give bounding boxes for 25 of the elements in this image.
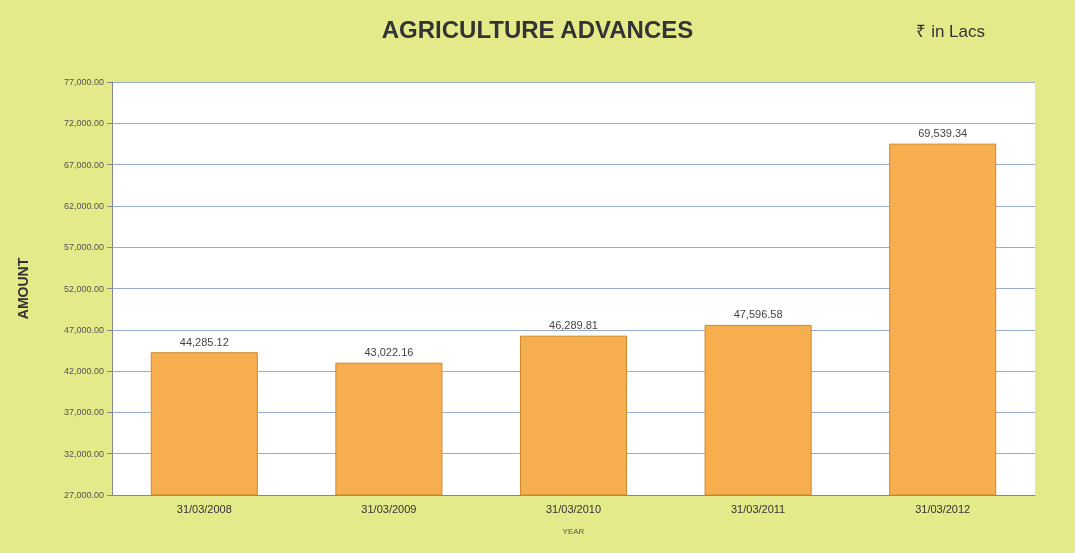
x-tick-label: 31/03/2008 — [176, 502, 232, 515]
y-tick-label: 32,000.00 — [63, 448, 104, 459]
x-axis-title: YEAR — [562, 526, 585, 536]
x-tick-label: 31/03/2012 — [915, 502, 971, 515]
data-label: 46,289.81 — [549, 319, 598, 332]
data-label: 43,022.16 — [364, 346, 414, 359]
data-label: 44,285.12 — [179, 335, 229, 348]
y-tick-label: 52,000.00 — [63, 283, 104, 294]
y-tick-label: 67,000.00 — [63, 159, 104, 170]
y-tick-label: 37,000.00 — [63, 407, 104, 418]
x-tick-label: 31/03/2011 — [730, 502, 786, 515]
x-tick-label: 31/03/2010 — [545, 502, 602, 515]
chart-subtitle: ₹ in Lacs — [916, 22, 986, 41]
data-label: 47,596.58 — [733, 308, 783, 321]
y-tick-label: 47,000.00 — [63, 324, 104, 335]
y-tick-label: 62,000.00 — [63, 200, 104, 211]
y-tick-label: 27,000.00 — [63, 490, 104, 500]
y-axis-title: AMOUNT — [15, 257, 31, 320]
x-tick-label: 31/03/2009 — [361, 502, 417, 515]
y-tick-label: 57,000.00 — [63, 242, 104, 253]
data-label: 69,539.34 — [918, 127, 968, 140]
y-tick-label: 72,000.00 — [63, 118, 104, 129]
chart-title: AGRICULTURE ADVANCES — [381, 15, 694, 43]
y-tick-label: 42,000.00 — [63, 366, 104, 377]
y-tick-label: 77,000.00 — [63, 77, 104, 87]
